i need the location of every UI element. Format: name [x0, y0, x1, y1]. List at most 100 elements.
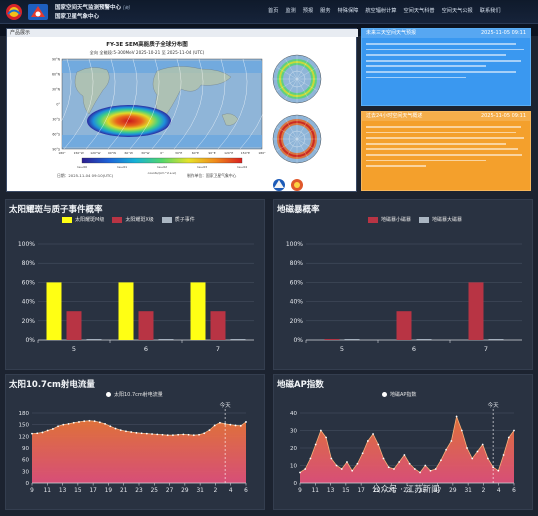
- polar-grid: [284, 58, 298, 80]
- nav-science[interactable]: 空间天气科普: [403, 8, 435, 14]
- y-tick-label: 30: [22, 469, 29, 475]
- data-point: [135, 431, 138, 434]
- data-point: [366, 440, 369, 442]
- flux-chart-legend[interactable]: 太阳10.7cm射电流量: [106, 391, 163, 398]
- x-tick-label: 19: [105, 488, 113, 494]
- lon-tick: 90°W: [108, 151, 116, 155]
- polar-grid: [288, 70, 306, 88]
- polar-grid: [296, 58, 310, 80]
- ap-panel: 地磁AP指数 地磁AP指数 0 10 20 30 40 9 11 13 15 17 19 21 23 25…: [273, 374, 533, 510]
- summary-card-body: [366, 124, 526, 171]
- lon-tick: 120°W: [90, 151, 100, 155]
- today-label: 今天: [220, 401, 232, 409]
- colorbar: [81, 157, 243, 164]
- data-point: [492, 466, 495, 469]
- bar: [468, 282, 484, 340]
- bar: [86, 339, 102, 340]
- data-point: [507, 436, 510, 439]
- y-tick-label: 60%: [290, 279, 304, 286]
- nav-bulletin[interactable]: 空间天气公报: [441, 8, 473, 14]
- ap-chart-legend[interactable]: 地磁AP指数: [382, 391, 416, 398]
- colorbar-tick: 1e+00: [77, 165, 87, 169]
- polar-grid: [276, 126, 298, 140]
- x-tick-label: 13: [327, 488, 335, 494]
- product-panel: 产品展示 FY-3E SEM高能质子全球分布图 全向 全能段:5-300MeV …: [6, 28, 358, 193]
- lon-tick: 180°: [58, 151, 66, 155]
- data-point: [481, 443, 484, 446]
- data-point: [466, 447, 468, 449]
- polar-grid: [296, 118, 310, 140]
- polar-grid: [276, 138, 298, 152]
- nav-monitoring[interactable]: 监测: [285, 8, 296, 14]
- data-point: [440, 459, 442, 462]
- x-tick-label: 9: [298, 488, 302, 494]
- data-point: [502, 454, 505, 456]
- nav-aviation[interactable]: 航空辐射计算: [365, 8, 397, 14]
- legend-item[interactable]: 质子事件: [161, 216, 195, 223]
- data-point: [161, 433, 164, 436]
- x-tick-label: 31: [464, 488, 472, 494]
- continent: [221, 113, 239, 126]
- y-tick-label: 100%: [286, 241, 303, 248]
- lon-tick: 60°W: [125, 151, 133, 155]
- y-tick-label: 20%: [22, 318, 36, 325]
- legend-item[interactable]: 太阳耀斑M级: [62, 216, 104, 223]
- product-tab[interactable]: 产品展示: [7, 29, 358, 37]
- nav-forecast[interactable]: 预报: [302, 8, 314, 14]
- data-point: [471, 457, 474, 460]
- data-point: [245, 421, 247, 423]
- data-point: [67, 422, 70, 425]
- sep-chart-title: 太阳耀斑与质子事件概率: [9, 205, 103, 215]
- forecast-card-body: [366, 41, 526, 82]
- x-tick-label: 2: [214, 488, 218, 494]
- y-tick-label: 0%: [25, 337, 35, 344]
- x-tick-label: 11: [44, 488, 52, 494]
- data-point: [487, 457, 489, 460]
- polar-grid: [296, 66, 318, 80]
- orbit-track: [63, 58, 94, 150]
- x-tick-label: 5: [340, 345, 344, 353]
- x-tick-label: 11: [312, 488, 320, 494]
- legend-item[interactable]: 地磁暴大磁暴: [419, 216, 462, 223]
- language-toggle[interactable]: [英]: [122, 5, 131, 10]
- lat-tick: 60°N: [52, 73, 61, 77]
- nav-home[interactable]: 首页: [268, 8, 279, 14]
- forecast-card-title: 未来三天空间天气预报: [366, 30, 417, 36]
- forecast-card[interactable]: 未来三天空间天气预报 2025-11-05 09:11: [361, 28, 531, 106]
- legend-item[interactable]: 太阳耀斑X级: [112, 216, 154, 223]
- data-point: [340, 468, 343, 470]
- data-point: [314, 443, 317, 446]
- polar-grid: [284, 78, 298, 100]
- data-point: [497, 469, 500, 472]
- continent: [74, 67, 110, 115]
- data-point: [219, 421, 221, 424]
- data-point: [140, 432, 143, 435]
- data-point: [166, 434, 169, 437]
- polar-grid: [276, 78, 298, 92]
- colorbar-tick: 1e+02: [157, 165, 167, 169]
- x-tick-label: 27: [166, 488, 174, 494]
- x-tick-label: 23: [135, 488, 143, 494]
- ap-chart-title: 地磁AP指数: [277, 380, 324, 390]
- data-point: [51, 428, 54, 430]
- nav-special[interactable]: 特殊保障: [337, 8, 359, 14]
- sep-bar-chart: 0% 20% 40% 60% 80% 100% 5 6 7: [18, 241, 254, 353]
- top-header: 国家空间天气监测预警中心 [英] 国家卫星气象中心 首页 监测 预报 服务 特殊…: [0, 0, 538, 24]
- summary-card-date: 2025-11-05 09:11: [480, 113, 526, 119]
- data-point: [356, 462, 359, 465]
- summary-card[interactable]: 过去24小时空间天气概述 2025-11-05 09:11: [361, 111, 531, 191]
- orbit-track: [195, 58, 226, 150]
- flux-panel: 太阳10.7cm射电流量 太阳10.7cm射电流量 0 30 60 90 120 150 1…: [5, 374, 265, 510]
- data-point: [192, 434, 195, 437]
- nav-contact[interactable]: 联系我们: [479, 8, 501, 14]
- legend-item[interactable]: 地磁暴小磁暴: [368, 216, 411, 223]
- data-point: [88, 419, 91, 422]
- polar-grid: [288, 130, 306, 148]
- x-tick-label: 6: [412, 345, 416, 353]
- lon-tick: 180°: [258, 151, 266, 155]
- nav-service[interactable]: 服务: [320, 8, 331, 14]
- data-point: [46, 429, 49, 432]
- lon-tick: 60°E: [192, 151, 199, 155]
- proton-distribution-map[interactable]: FY-3E SEM高能质子全球分布图 全向 全能段:5-300MeV 2025-…: [7, 37, 358, 193]
- data-point: [372, 433, 374, 435]
